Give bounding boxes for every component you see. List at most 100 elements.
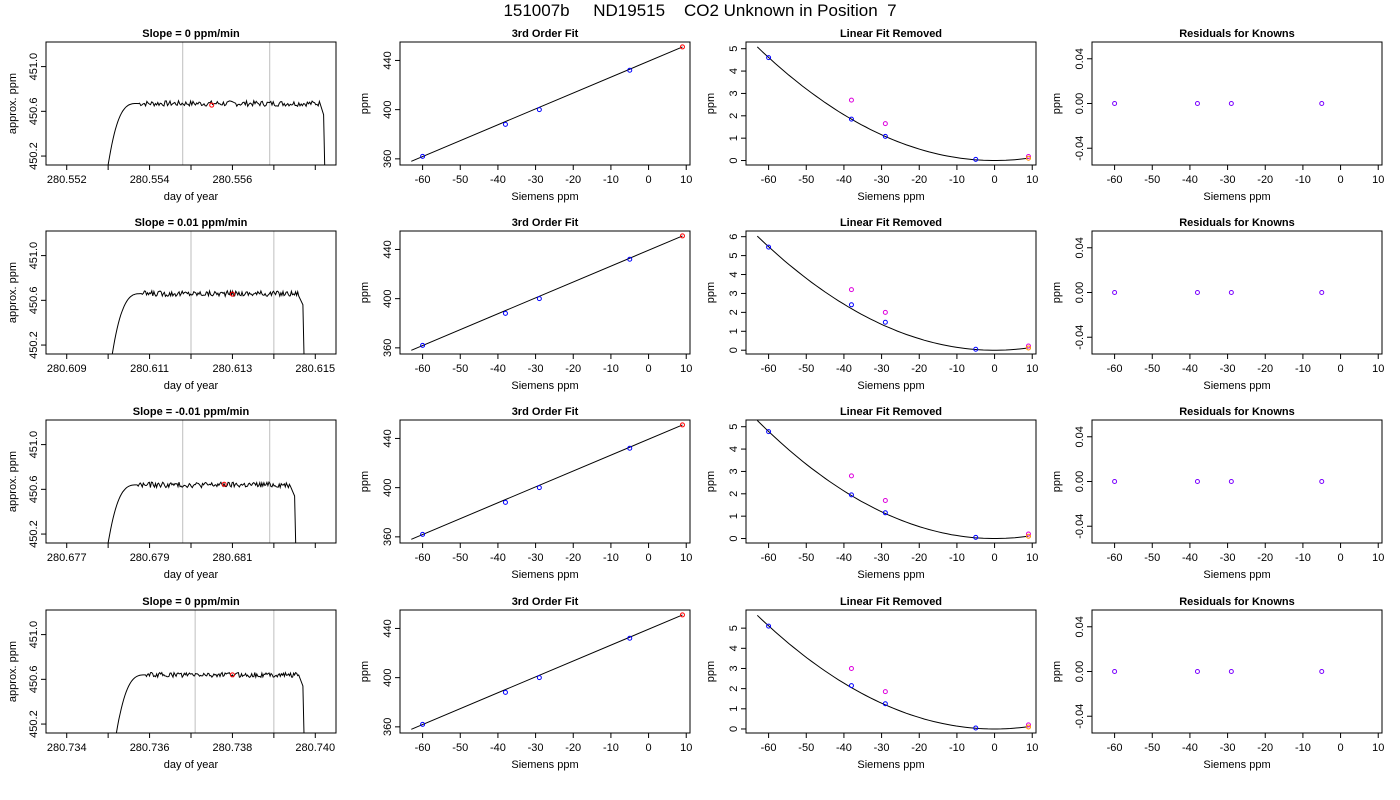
known-point <box>882 510 888 516</box>
y-tick-label: 450.6 <box>28 666 40 694</box>
chart-title: 3rd Order Fit <box>512 596 579 608</box>
known-point <box>882 319 888 325</box>
x-tick-label: -40 <box>1182 552 1198 564</box>
sample-marker <box>229 291 235 297</box>
x-axis-label: Siemens ppm <box>857 569 924 581</box>
chart-title: Residuals for Knowns <box>1179 596 1295 608</box>
x-tick-label: -10 <box>1295 552 1311 564</box>
x-tick-label: 280.734 <box>47 742 87 754</box>
x-axis-label: Siemens ppm <box>1203 759 1270 771</box>
x-tick-label: 10 <box>1026 742 1038 754</box>
residual-point <box>1112 290 1118 295</box>
unknown-point <box>1025 345 1031 351</box>
y-axis-label: ppm <box>705 93 717 114</box>
x-tick-label: -50 <box>1144 174 1160 186</box>
magenta-point <box>1025 154 1031 160</box>
y-tick-label: 5 <box>728 424 740 430</box>
x-axis-label: Siemens ppm <box>857 759 924 771</box>
chart-panel: Slope = 0 ppm/min 280.734 280.736 280.738 28… <box>7 596 337 771</box>
chart-title: Slope = 0 ppm/min <box>142 28 240 40</box>
residual-point <box>1194 290 1200 295</box>
known-point <box>420 153 426 159</box>
y-axis-label: ppm <box>359 471 371 492</box>
y-axis-label: ppm <box>1051 471 1063 492</box>
x-tick-label: 10 <box>1026 174 1038 186</box>
x-tick-label: -30 <box>1220 552 1236 564</box>
residual-point <box>1228 479 1234 484</box>
x-tick-label: -60 <box>415 742 431 754</box>
x-tick-label: -40 <box>836 174 852 186</box>
y-tick-label: 3 <box>728 90 740 96</box>
x-tick-label: -30 <box>1220 174 1236 186</box>
x-tick-label: 10 <box>680 552 692 564</box>
chart-title: 3rd Order Fit <box>512 406 579 418</box>
x-tick-label: -20 <box>911 552 927 564</box>
known-point <box>973 346 979 352</box>
x-axis-label: Siemens ppm <box>857 191 924 203</box>
known-point <box>502 310 508 316</box>
sample-marker <box>229 672 235 678</box>
magenta-point <box>1025 531 1031 537</box>
y-tick-label: 360 <box>382 528 394 546</box>
plot-frame <box>45 609 337 734</box>
residual-curve <box>756 46 1029 161</box>
x-tick-label: -10 <box>949 363 965 375</box>
y-tick-label: 1 <box>728 706 740 712</box>
x-tick-label: -40 <box>836 742 852 754</box>
x-tick-label: -30 <box>874 174 890 186</box>
x-tick-label: -30 <box>528 363 544 375</box>
x-axis-label: Siemens ppm <box>857 380 924 392</box>
fit-line <box>411 614 683 730</box>
y-tick-label: 451.0 <box>28 242 40 270</box>
residual-point <box>1112 669 1118 674</box>
unknown-point <box>679 612 685 618</box>
chart-panel: Slope = 0 ppm/min 280.552 280.554 280.556 45… <box>7 28 337 203</box>
unknown-point <box>679 233 685 239</box>
y-tick-label: -0.04 <box>1074 136 1086 161</box>
y-axis-label: ppm <box>1051 282 1063 303</box>
y-tick-label: -0.04 <box>1074 704 1086 729</box>
y-tick-label: 3 <box>728 468 740 474</box>
chart-title: Residuals for Knowns <box>1179 28 1295 40</box>
unknown-point <box>1025 155 1031 161</box>
y-tick-label: 3 <box>728 665 740 671</box>
x-axis-label: day of year <box>164 569 219 581</box>
x-axis-label: day of year <box>164 191 219 203</box>
x-tick-label: 0 <box>646 552 652 564</box>
x-axis-label: day of year <box>164 759 219 771</box>
x-tick-label: -30 <box>528 552 544 564</box>
y-tick-label: 450.2 <box>28 142 40 170</box>
y-axis-label: ppm <box>705 471 717 492</box>
data-layer <box>1112 290 1325 295</box>
x-tick-label: 280.609 <box>47 363 87 375</box>
y-tick-label: 5 <box>728 625 740 631</box>
plot-frame <box>745 419 1037 544</box>
known-point <box>848 116 854 122</box>
y-tick-label: 450.6 <box>28 287 40 315</box>
x-tick-label: -60 <box>1107 363 1123 375</box>
x-tick-label: -40 <box>836 363 852 375</box>
y-tick-label: 0 <box>728 347 740 353</box>
plot-frame <box>1091 609 1383 734</box>
known-point <box>627 67 633 73</box>
y-tick-label: 450.2 <box>28 331 40 359</box>
x-tick-label: 0 <box>1338 363 1344 375</box>
x-tick-label: -40 <box>1182 363 1198 375</box>
data-layer <box>1112 101 1325 106</box>
magenta-point <box>882 498 888 504</box>
known-point <box>536 107 542 113</box>
known-point <box>627 256 633 262</box>
x-tick-label: -10 <box>603 363 619 375</box>
x-tick-label: -40 <box>490 552 506 564</box>
y-tick-label: 450.6 <box>28 98 40 126</box>
x-tick-label: 280.613 <box>213 363 253 375</box>
data-layer <box>411 422 685 540</box>
unknown-point <box>679 422 685 428</box>
x-tick-label: 10 <box>1026 363 1038 375</box>
known-point <box>766 429 772 435</box>
x-tick-label: 10 <box>680 174 692 186</box>
x-tick-label: -50 <box>798 742 814 754</box>
y-tick-label: 3 <box>728 290 740 296</box>
residual-curve <box>756 235 1029 351</box>
x-tick-label: -30 <box>874 363 890 375</box>
